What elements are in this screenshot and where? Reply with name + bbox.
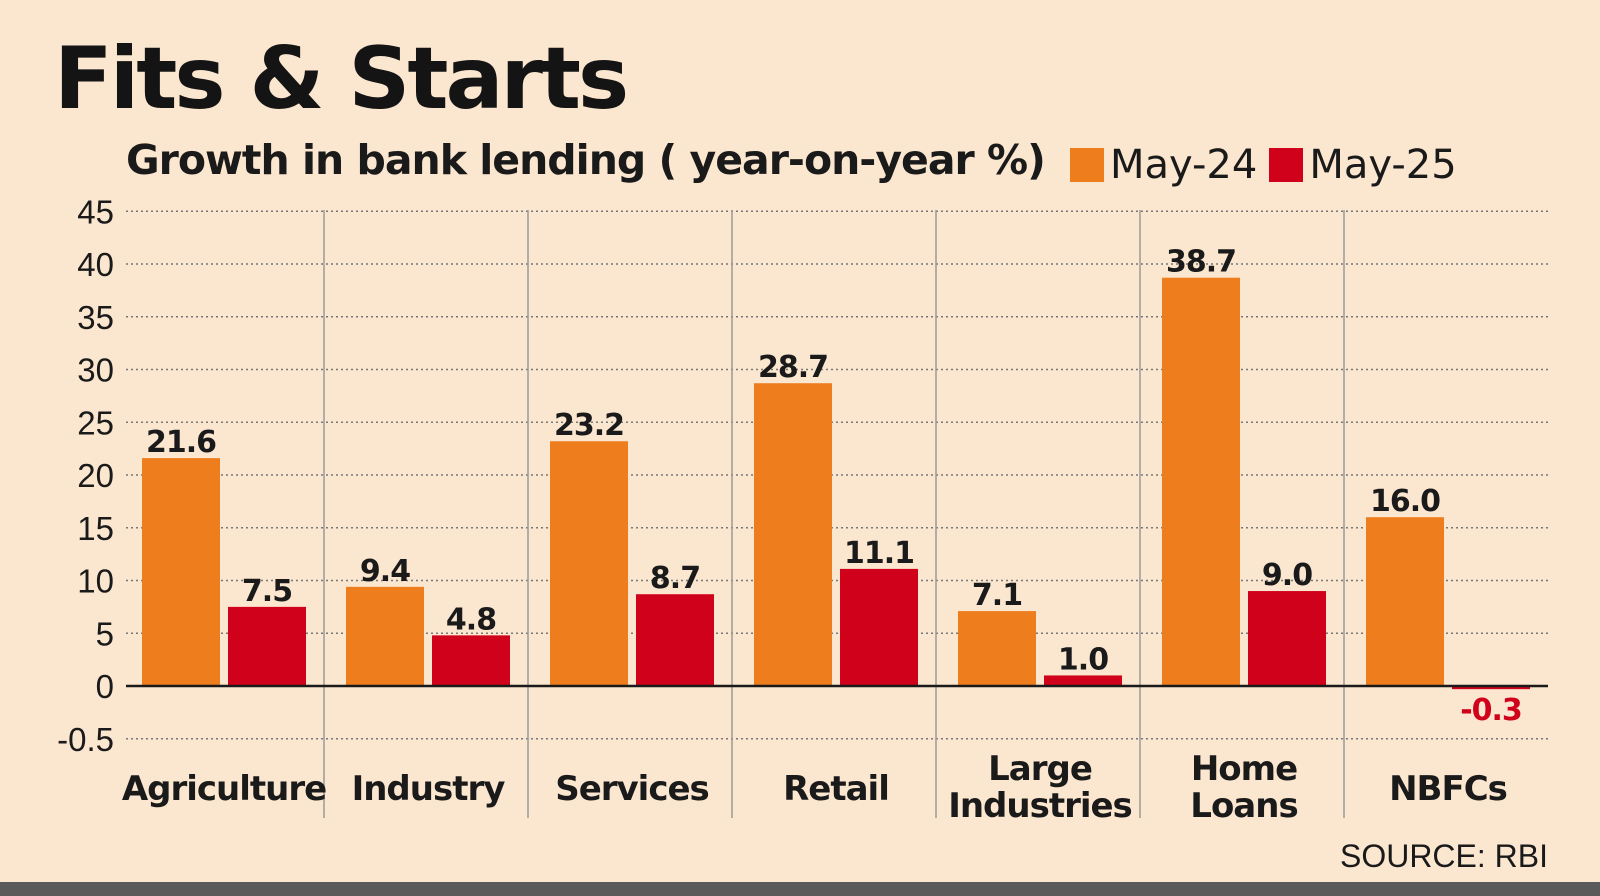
x-tick-label: Large — [988, 749, 1092, 789]
data-label: 1.0 — [1058, 642, 1108, 677]
x-tick-label: NBFCs — [1389, 769, 1507, 809]
y-tick-label: -0.5 — [57, 721, 114, 758]
y-tick-label: 35 — [77, 299, 114, 336]
data-label: 11.1 — [844, 536, 914, 571]
bar-may-24-4 — [958, 611, 1036, 686]
legend-item-may-24: May-24 — [1070, 142, 1257, 188]
chart-subtitle: Growth in bank lending ( year-on-year %) — [126, 136, 1046, 184]
bar-may-24-2 — [550, 441, 628, 686]
data-label: 28.7 — [758, 350, 828, 385]
y-tick-label: 45 — [77, 193, 114, 230]
legend-swatch-may-25 — [1269, 148, 1304, 182]
bar-may-24-5 — [1162, 277, 1240, 686]
bar-may-25-0 — [228, 606, 306, 686]
x-tick-label: Home — [1191, 749, 1297, 789]
data-label: 9.4 — [360, 554, 410, 589]
source-note: SOURCE: RBI — [1339, 838, 1548, 874]
data-label: 8.7 — [650, 561, 700, 596]
bar-may-24-1 — [346, 586, 424, 686]
bottom-divider — [0, 882, 1600, 896]
bar-may-24-0 — [142, 458, 220, 686]
bar-may-24-6 — [1366, 517, 1444, 686]
x-tick-label: Industry — [352, 769, 506, 809]
legend-item-may-25: May-25 — [1269, 142, 1457, 188]
data-label: 7.5 — [242, 574, 292, 609]
bar-may-25-4 — [1044, 675, 1122, 686]
bar-may-24-3 — [754, 383, 832, 686]
x-tick-label: Retail — [783, 769, 889, 809]
bar-may-25-6 — [1452, 686, 1530, 690]
data-label: 21.6 — [146, 425, 216, 460]
data-label: 23.2 — [554, 408, 624, 443]
legend-swatch-may-24 — [1070, 148, 1104, 182]
legend-label-may-24: May-24 — [1110, 142, 1258, 188]
y-tick-label: 5 — [96, 615, 114, 652]
data-label: 7.1 — [972, 578, 1022, 613]
legend-label-may-25: May-25 — [1309, 142, 1457, 188]
data-label: 4.8 — [446, 602, 496, 637]
bar-may-25-2 — [636, 594, 714, 686]
data-label: 38.7 — [1166, 245, 1236, 280]
data-label: -0.3 — [1460, 693, 1522, 728]
y-tick-label: 20 — [77, 457, 114, 494]
y-tick-label: 30 — [77, 352, 114, 389]
y-tick-label: 40 — [77, 246, 114, 283]
x-tick-label: Agriculture — [122, 769, 326, 809]
x-tick-label: Loans — [1190, 786, 1297, 826]
bar-may-25-3 — [840, 568, 918, 686]
y-tick-label: 15 — [77, 510, 114, 547]
y-tick-label: 25 — [77, 404, 114, 441]
bar-may-25-1 — [432, 635, 510, 686]
chart-title: Fits & Starts — [54, 29, 629, 129]
x-tick-label: Services — [555, 769, 709, 809]
data-label: 9.0 — [1262, 558, 1312, 593]
legend: May-24 May-25 — [1070, 142, 1469, 188]
x-tick-label: Industries — [948, 786, 1132, 826]
data-label: 16.0 — [1370, 484, 1440, 519]
y-tick-label: 10 — [77, 563, 114, 600]
bar-may-25-5 — [1248, 591, 1326, 686]
y-tick-label: 0 — [96, 668, 114, 705]
